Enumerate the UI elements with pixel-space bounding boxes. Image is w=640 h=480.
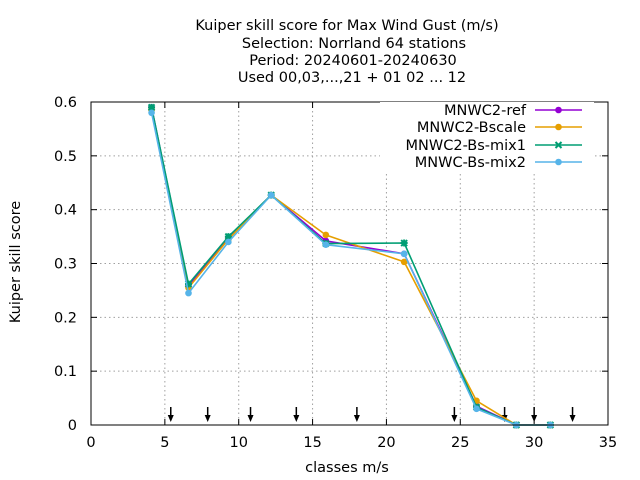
data-point xyxy=(148,109,155,117)
plot-frame xyxy=(90,101,609,426)
x-tick-label: 0 xyxy=(86,435,95,451)
data-point xyxy=(147,103,156,112)
data-point xyxy=(473,405,480,413)
title-line-4: Used 00,03,...,21 + 01 02 ... 12 xyxy=(238,70,466,86)
y-tick-label: 0.6 xyxy=(54,95,77,111)
x-tick-label: 15 xyxy=(303,435,321,451)
legend-entry: MNWC2-ref xyxy=(380,102,594,119)
y-tick-label: 0.2 xyxy=(54,310,77,326)
x-tick-label: 25 xyxy=(451,435,469,451)
x-tick-label: 30 xyxy=(525,435,543,451)
legend-swatch-marker xyxy=(555,158,562,166)
threshold-arrow xyxy=(531,407,538,422)
x-tick-label: 35 xyxy=(599,435,617,451)
y-tick-label: 0.5 xyxy=(54,149,77,165)
arrow-head xyxy=(531,415,538,422)
data-point xyxy=(224,232,233,241)
legend-bg xyxy=(380,137,594,154)
data-point xyxy=(400,250,408,258)
legend-label: MNWC2-ref xyxy=(444,103,527,119)
threshold-arrow xyxy=(353,407,360,422)
title-line-1: Kuiper skill score for Max Wind Gust (m/… xyxy=(195,18,498,34)
legend-label: MNWC-Bs-mix2 xyxy=(415,155,526,171)
arrow-head xyxy=(569,415,576,422)
data-point xyxy=(322,241,330,248)
data-point xyxy=(225,238,232,246)
arrow-head xyxy=(167,415,174,422)
arrow-head xyxy=(204,415,211,422)
arrow-head xyxy=(451,415,458,422)
title-line-3: Period: 20240601-20240630 xyxy=(249,53,457,69)
chart-title: Kuiper skill score for Max Wind Gust (m/… xyxy=(195,18,498,86)
legend-swatch-marker xyxy=(555,123,562,131)
grid xyxy=(91,102,608,425)
legend-entry: MNWC2-Bs-mix1 xyxy=(380,137,594,154)
data-point xyxy=(267,191,275,199)
x-axis-label: classes m/s xyxy=(305,460,389,476)
legend-swatch-marker xyxy=(554,141,563,149)
data-point xyxy=(400,239,408,247)
legend-bg xyxy=(380,119,594,136)
y-axis-label: Kuiper skill score xyxy=(8,201,24,323)
data-point xyxy=(185,289,192,297)
series-lines xyxy=(147,103,555,429)
legend-bg xyxy=(380,102,594,119)
data-point xyxy=(322,231,330,239)
y-tick-label: 0.1 xyxy=(54,364,77,380)
y-tick-label: 0 xyxy=(68,418,77,434)
x-tick-label: 5 xyxy=(160,435,169,451)
threshold-arrow xyxy=(204,407,211,422)
legend-entry: MNWC2-Bscale xyxy=(380,119,594,136)
threshold-arrow xyxy=(569,407,576,422)
threshold-arrow xyxy=(167,407,174,422)
data-point xyxy=(184,280,193,288)
series-mnwc-bs-mix2 xyxy=(148,109,554,429)
threshold-arrows xyxy=(167,407,576,422)
legend-label: MNWC2-Bs-mix1 xyxy=(406,138,526,154)
data-point xyxy=(400,258,408,266)
legend-label: MNWC2-Bscale xyxy=(417,120,526,136)
arrow-head xyxy=(293,415,300,422)
threshold-arrow xyxy=(293,407,300,422)
title-line-2: Selection: Norrland 64 stations xyxy=(242,36,466,52)
y-tick-label: 0.4 xyxy=(54,203,77,219)
legend-swatch-marker xyxy=(555,106,562,114)
arrow-head xyxy=(247,415,254,422)
x-tick-label: 20 xyxy=(377,435,395,451)
y-tick-label: 0.3 xyxy=(54,257,77,273)
x-tick-label: 10 xyxy=(229,435,247,451)
arrow-head xyxy=(353,415,360,422)
legend-entry: MNWC-Bs-mix2 xyxy=(380,154,594,171)
legend-bg xyxy=(380,154,594,171)
threshold-arrow xyxy=(451,407,458,422)
threshold-arrow xyxy=(247,407,254,422)
